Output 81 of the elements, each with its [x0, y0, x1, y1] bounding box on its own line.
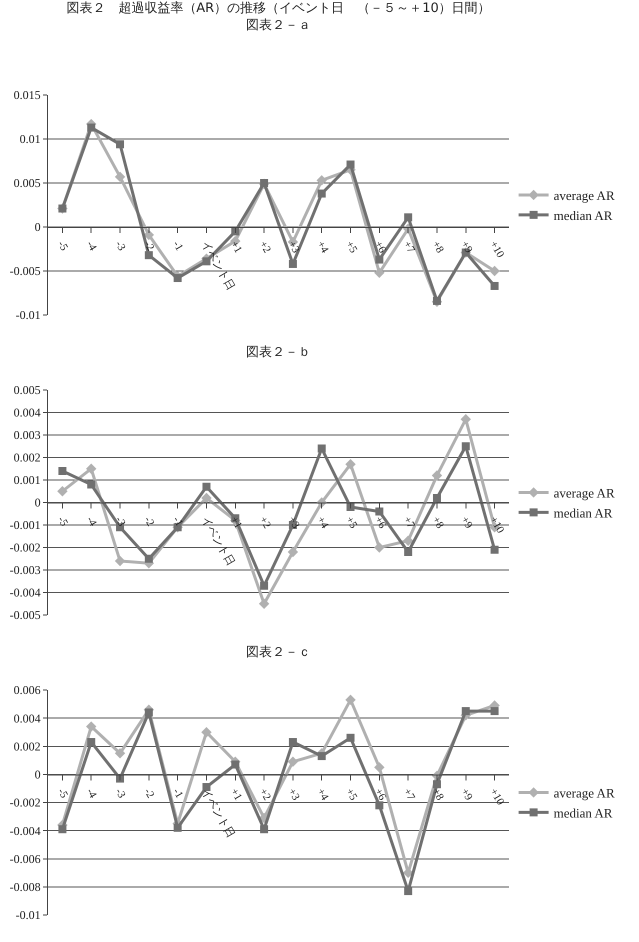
y-tick-label: 0 — [34, 496, 41, 510]
y-tick-label: 0.002 — [14, 739, 41, 754]
x-tick-label: +3 — [286, 786, 302, 803]
x-tick-label: +8 — [430, 514, 446, 532]
x-tick-label: +2 — [256, 514, 273, 531]
y-tick-label: 0.001 — [14, 473, 41, 488]
x-tick-label: -5 — [55, 786, 70, 801]
legend-label: average AR — [554, 786, 615, 801]
x-tick-label: -2 — [141, 514, 156, 528]
x-tick-label: -1 — [170, 238, 186, 253]
x-tick-label: +9 — [458, 238, 475, 256]
x-tick-label: +2 — [256, 786, 273, 802]
y-tick-label: 0.01 — [20, 132, 41, 146]
y-tick-label: 0.002 — [14, 450, 41, 465]
chart-subtitle: 図表２－ａ — [246, 18, 311, 33]
y-tick-label: -0.01 — [16, 308, 41, 322]
x-tick-label: +5 — [343, 514, 360, 532]
x-tick-label: -1 — [170, 786, 186, 800]
x-tick-label: +1 — [228, 786, 244, 802]
y-tick-label: 0 — [34, 768, 41, 782]
x-tick-label: +5 — [343, 238, 360, 256]
legend-label: median AR — [554, 208, 613, 223]
y-tick-label: -0.003 — [10, 563, 41, 578]
y-tick-label: 0.005 — [14, 383, 41, 398]
x-tick-label: +4 — [314, 514, 331, 532]
y-tick-label: -0.008 — [10, 880, 41, 894]
x-tick-label: +6 — [372, 786, 388, 803]
x-tick-label: +10 — [487, 238, 506, 260]
x-tick-label: +3 — [286, 514, 302, 532]
x-tick-label: +8 — [430, 238, 446, 256]
y-tick-label: -0.006 — [10, 852, 41, 866]
x-tick-label: +7 — [400, 786, 418, 803]
x-tick-label: +1 — [228, 238, 244, 256]
x-tick-label: +6 — [372, 514, 388, 532]
x-tick-label: +10 — [487, 786, 506, 808]
legend-label: median AR — [554, 505, 613, 520]
x-tick-label: +7 — [400, 238, 418, 256]
y-tick-label: 0.004 — [14, 406, 41, 420]
legend-label: median AR — [554, 805, 613, 820]
x-tick-label: +4 — [314, 786, 331, 803]
x-tick-label: -5 — [55, 514, 70, 529]
x-tick-label: -4 — [84, 238, 100, 254]
y-tick-label: -0.01 — [16, 908, 41, 922]
x-tick-label: +2 — [256, 238, 273, 256]
x-tick-label: +6 — [372, 238, 388, 256]
y-tick-label: -0.002 — [10, 796, 41, 810]
y-tick-label: 0.015 — [14, 88, 41, 102]
legend-label: average AR — [554, 486, 615, 501]
y-tick-label: 0.003 — [14, 428, 41, 442]
y-tick-label: -0.005 — [10, 264, 41, 278]
chart-title: 図表２ 超過収益率（AR）の推移（イベント日 （－５～＋10）日間） — [66, 0, 491, 16]
x-tick-label: -2 — [141, 238, 156, 253]
y-tick-label: -0.001 — [10, 518, 41, 532]
y-tick-label: 0 — [34, 220, 41, 234]
y-tick-label: 0.005 — [14, 176, 41, 190]
x-tick-label: -2 — [141, 786, 156, 800]
chart-title: 図表２－ｃ — [246, 645, 311, 660]
chart-title: 図表２－ｂ — [246, 345, 311, 360]
x-tick-label: -3 — [112, 786, 128, 801]
x-tick-label: +10 — [487, 514, 506, 536]
legend-label: average AR — [554, 188, 615, 204]
x-tick-label: +7 — [400, 514, 418, 532]
y-tick-label: -0.005 — [10, 608, 41, 622]
x-tick-label: -1 — [170, 514, 186, 528]
x-tick-label: +5 — [343, 786, 360, 803]
x-tick-label: +9 — [458, 514, 475, 532]
y-tick-label: -0.004 — [10, 824, 41, 838]
x-tick-label: +1 — [228, 514, 244, 531]
y-tick-label: 0.004 — [14, 711, 41, 726]
x-tick-label: -3 — [112, 514, 128, 529]
x-tick-label: +9 — [458, 786, 475, 803]
y-tick-label: -0.002 — [10, 540, 41, 555]
x-tick-label: +8 — [430, 786, 446, 803]
x-tick-label: -4 — [84, 786, 100, 801]
x-tick-label: +4 — [314, 238, 331, 256]
x-tick-label: +3 — [286, 238, 302, 256]
x-tick-label: -4 — [84, 514, 100, 529]
x-tick-label: -5 — [55, 238, 70, 254]
x-tick-label: -3 — [112, 238, 128, 254]
y-tick-label: -0.004 — [10, 586, 41, 600]
y-tick-label: 0.006 — [14, 683, 41, 698]
